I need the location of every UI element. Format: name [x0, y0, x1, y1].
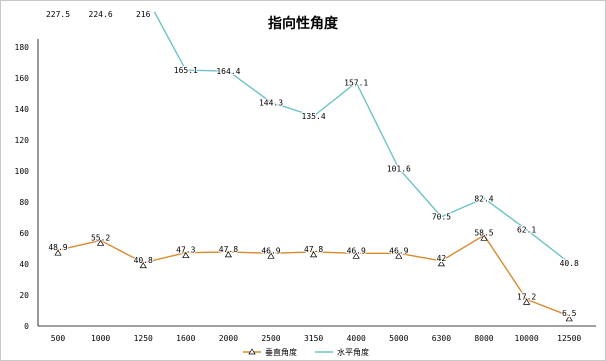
y-tick-labels: 0 20 40 60 80 100 120 140 160 180	[15, 43, 30, 331]
data-label: 47.8	[219, 245, 238, 254]
data-point-marker	[139, 262, 147, 269]
data-label: 101.6	[387, 165, 411, 174]
data-label: 42	[437, 254, 447, 263]
data-point-marker	[352, 252, 360, 259]
data-label: 216	[136, 10, 151, 19]
data-label: 6.5	[562, 309, 577, 318]
x-tick-label: 500	[51, 334, 66, 343]
data-point-marker	[437, 260, 446, 267]
x-tick-label: 2500	[261, 334, 280, 343]
data-label: 40.8	[134, 256, 153, 265]
x-tick-label: 10000	[515, 334, 539, 343]
series-2: 227.5 224.6 216 165.1 164.4 144.3 135.4 157.1 10…	[45, 9, 580, 269]
y-tick-label: 60	[19, 229, 29, 238]
x-tick-label: 8000	[474, 334, 493, 343]
y-tick-label: 80	[19, 198, 29, 207]
data-label: 46.9	[389, 246, 408, 255]
y-tick-label: 0	[24, 322, 29, 331]
data-label: 55.2	[91, 233, 110, 242]
data-point-marker	[565, 315, 573, 322]
legend-label: 垂直角度	[265, 347, 297, 357]
x-tick-label: 1600	[176, 334, 195, 343]
chart-legend: 垂直角度 水平角度	[243, 347, 369, 357]
data-point-marker	[96, 239, 105, 246]
data-label: 224.6	[89, 10, 113, 19]
y-tick-label: 120	[15, 136, 30, 145]
y-tick-label: 20	[19, 291, 29, 300]
x-tick-label: 1000	[91, 334, 110, 343]
data-label: 70.5	[432, 213, 451, 222]
data-label: 144.3	[259, 98, 283, 107]
data-label: 58.5	[474, 228, 493, 237]
x-tick-label: 2000	[219, 334, 238, 343]
data-point-marker	[480, 234, 488, 241]
y-tick-label: 140	[15, 105, 30, 114]
legend-marker	[248, 348, 256, 355]
data-point-marker	[522, 298, 531, 305]
data-label: 17.2	[517, 292, 536, 301]
y-tick-label: 180	[15, 43, 30, 52]
data-point-marker	[395, 252, 403, 259]
data-label: 227.5	[46, 10, 70, 19]
data-label: 48.9	[48, 243, 67, 252]
x-tick-label: 5000	[389, 334, 408, 343]
data-label: 157.1	[344, 78, 368, 87]
series-line	[153, 12, 570, 264]
y-tick-label: 40	[19, 260, 29, 269]
data-point-marker	[182, 252, 190, 259]
legend-item: 垂直角度	[243, 347, 297, 357]
data-label: 62.1	[517, 226, 536, 235]
data-label: 40.8	[560, 259, 579, 268]
data-label: 82.4	[474, 194, 493, 203]
data-label: 46.9	[347, 246, 366, 255]
series-1: 48.9 55.2 40.8 47.3 47.8 46.9 47.8 46.9 46.9 42 58…	[47, 227, 578, 322]
chart-axes	[37, 39, 596, 327]
y-tick-label: 100	[15, 167, 30, 176]
x-tick-label: 3150	[304, 334, 323, 343]
data-point-marker	[224, 251, 233, 258]
chart-title: 指向性角度	[268, 15, 339, 32]
x-tick-label: 12500	[557, 334, 581, 343]
data-label: 164.4	[216, 67, 240, 76]
data-point-marker	[54, 249, 62, 256]
data-label: 47.3	[176, 246, 195, 255]
data-label: 46.9	[261, 246, 280, 255]
x-tick-label: 6300	[432, 334, 451, 343]
x-tick-labels: 500 1000 1250 1600 2000 2500 3150 4000 5000 6300 8…	[51, 334, 582, 343]
x-tick-label: 4000	[347, 334, 366, 343]
y-tick-label: 160	[15, 74, 30, 83]
data-label: 135.4	[302, 112, 326, 121]
data-label: 165.1	[174, 66, 198, 75]
legend-label: 水平角度	[337, 347, 369, 357]
x-tick-label: 1250	[134, 334, 153, 343]
legend-item: 水平角度	[315, 347, 369, 357]
series-layer: 48.9 55.2 40.8 47.3 47.8 46.9 47.8 46.9 46.9 42 58…	[45, 9, 580, 322]
data-point-marker	[309, 251, 318, 258]
data-point-marker	[267, 252, 275, 259]
data-label: 47.8	[304, 245, 323, 254]
